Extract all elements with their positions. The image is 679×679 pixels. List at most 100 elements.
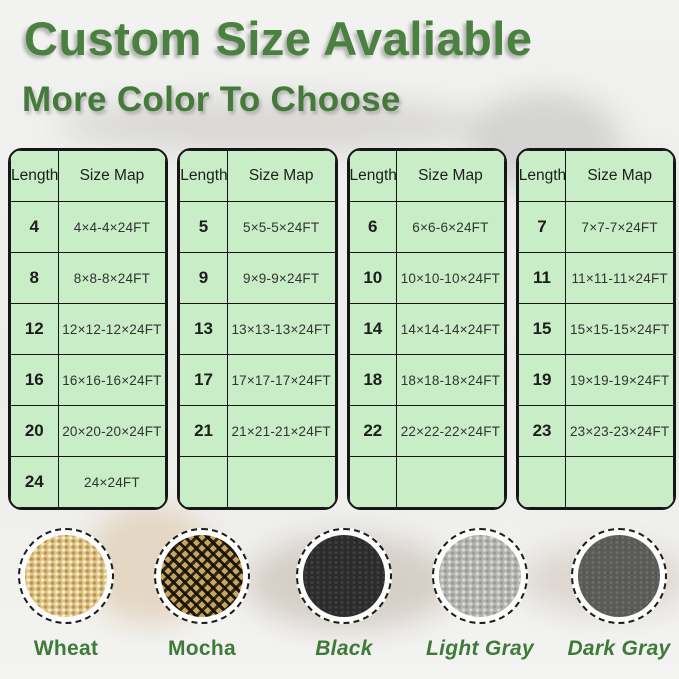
size-map-cell: 21×21-21×24FT (226, 405, 336, 457)
column-header-length: Length (348, 150, 398, 202)
table-row: 14 14×14-14×24FT (348, 303, 505, 355)
size-map-cell: 14×14-14×24FT (396, 303, 505, 355)
table-header-row: Length Size Map (517, 150, 674, 202)
length-cell: 10 (348, 252, 398, 304)
table-row: 19 19×19-19×24FT (517, 354, 674, 406)
length-cell: 7 (517, 201, 567, 253)
length-cell: 6 (348, 201, 398, 253)
swatch-label: Mocha (167, 637, 236, 660)
size-table-2: Length Size Map 5 5×5-5×24FT 9 9×9-9×24FT 13 13… (177, 148, 338, 510)
table-row: 15 15×15-15×24FT (517, 303, 674, 355)
table-row (179, 456, 336, 508)
length-cell: 22 (348, 405, 398, 457)
table-row: 5 5×5-5×24FT (179, 201, 336, 253)
table-row: 12 12×12-12×24FT (10, 303, 167, 355)
length-cell: 9 (179, 252, 228, 304)
dashed-ring (432, 528, 528, 624)
table-row: 18 18×18-18×24FT (348, 354, 505, 406)
size-map-cell: 24×24FT (57, 456, 167, 508)
size-map-cell: 9×9-9×24FT (226, 252, 336, 304)
size-map-cell: 18×18-18×24FT (396, 354, 505, 406)
size-map-cell: 7×7-7×24FT (565, 201, 674, 253)
size-map-cell: 16×16-16×24FT (57, 354, 167, 406)
size-map-cell: 13×13-13×24FT (226, 303, 336, 355)
size-map-cell: 23×23-23×24FT (565, 405, 674, 457)
size-map-cell (396, 456, 505, 508)
length-cell: 16 (10, 354, 59, 406)
swatch-label: Light Gray (425, 637, 534, 660)
swatch-label: Dark Gray (567, 637, 671, 660)
table-row: 11 11×11-11×24FT (517, 252, 674, 304)
size-map-cell: 8×8-8×24FT (57, 252, 167, 304)
length-cell: 21 (179, 405, 228, 457)
size-table-3: Length Size Map 6 6×6-6×24FT 10 10×10-10×24FT… (346, 148, 507, 510)
length-cell: 13 (179, 303, 228, 355)
length-cell: 18 (348, 354, 398, 406)
length-cell: 23 (517, 405, 567, 457)
size-map-cell (226, 456, 336, 508)
size-tables-row: Length Size Map 4 4×4-4×24FT 8 8×8-8×24FT 12 12… (8, 148, 676, 510)
table-header-row: Length Size Map (348, 150, 505, 202)
table-row: 22 22×22-22×24FT (348, 405, 505, 457)
length-cell: 14 (348, 303, 398, 355)
table-row: 6 6×6-6×24FT (348, 201, 505, 253)
table-row: 7 7×7-7×24FT (517, 201, 674, 253)
length-cell: 17 (179, 354, 228, 406)
length-cell: 12 (10, 303, 59, 355)
swatch-black: Black (286, 528, 402, 661)
swatch-label: Black (315, 637, 373, 660)
length-cell: 15 (517, 303, 567, 355)
column-header-size-map: Size Map (226, 150, 336, 202)
swatch-mocha: Mocha (144, 528, 260, 661)
table-row: 13 13×13-13×24FT (179, 303, 336, 355)
dashed-ring (18, 528, 114, 624)
size-map-cell: 5×5-5×24FT (226, 201, 336, 253)
dashed-ring (296, 528, 392, 624)
length-cell (517, 456, 567, 508)
fabric-sample-black (303, 535, 385, 617)
table-row: 24 24×24FT (10, 456, 167, 508)
table-row: 9 9×9-9×24FT (179, 252, 336, 304)
size-map-cell: 4×4-4×24FT (57, 201, 167, 253)
size-map-cell: 19×19-19×24FT (565, 354, 674, 406)
column-header-size-map: Size Map (565, 150, 674, 202)
dashed-ring (154, 528, 250, 624)
fabric-sample-light-gray (439, 535, 521, 617)
swatch-light-gray: Light Gray (422, 528, 538, 661)
table-row: 10 10×10-10×24FT (348, 252, 505, 304)
table-header-row: Length Size Map (10, 150, 167, 202)
swatch-wheat: Wheat (8, 528, 124, 661)
table-row: 16 16×16-16×24FT (10, 354, 167, 406)
length-cell (179, 456, 228, 508)
size-map-cell: 12×12-12×24FT (57, 303, 167, 355)
fabric-sample-wheat (25, 535, 107, 617)
length-cell (348, 456, 398, 508)
table-row: 23 23×23-23×24FT (517, 405, 674, 457)
length-cell: 8 (10, 252, 59, 304)
size-map-cell: 15×15-15×24FT (565, 303, 674, 355)
table-header-row: Length Size Map (179, 150, 336, 202)
swatch-dark-gray: Dark Gray (561, 528, 677, 661)
dashed-ring (571, 528, 667, 624)
length-cell: 5 (179, 201, 228, 253)
fabric-sample-dark-gray (578, 535, 660, 617)
column-header-size-map: Size Map (396, 150, 505, 202)
color-swatches-row: Wheat Mocha Black Light Gray Dark Gray (0, 528, 679, 678)
length-cell: 24 (10, 456, 59, 508)
length-cell: 20 (10, 405, 59, 457)
table-row (348, 456, 505, 508)
size-map-cell: 11×11-11×24FT (565, 252, 674, 304)
size-map-cell: 22×22-22×24FT (396, 405, 505, 457)
table-row: 8 8×8-8×24FT (10, 252, 167, 304)
size-table-4: Length Size Map 7 7×7-7×24FT 11 11×11-11×24FT… (515, 148, 676, 510)
length-cell: 4 (10, 201, 59, 253)
table-row: 20 20×20-20×24FT (10, 405, 167, 457)
page-subtitle: More Color To Choose (22, 80, 401, 119)
column-header-length: Length (179, 150, 228, 202)
swatch-label: Wheat (33, 637, 99, 660)
size-map-cell: 10×10-10×24FT (396, 252, 505, 304)
size-map-cell: 20×20-20×24FT (57, 405, 167, 457)
page-title: Custom Size Avaliable (24, 12, 533, 65)
size-map-cell: 17×17-17×24FT (226, 354, 336, 406)
